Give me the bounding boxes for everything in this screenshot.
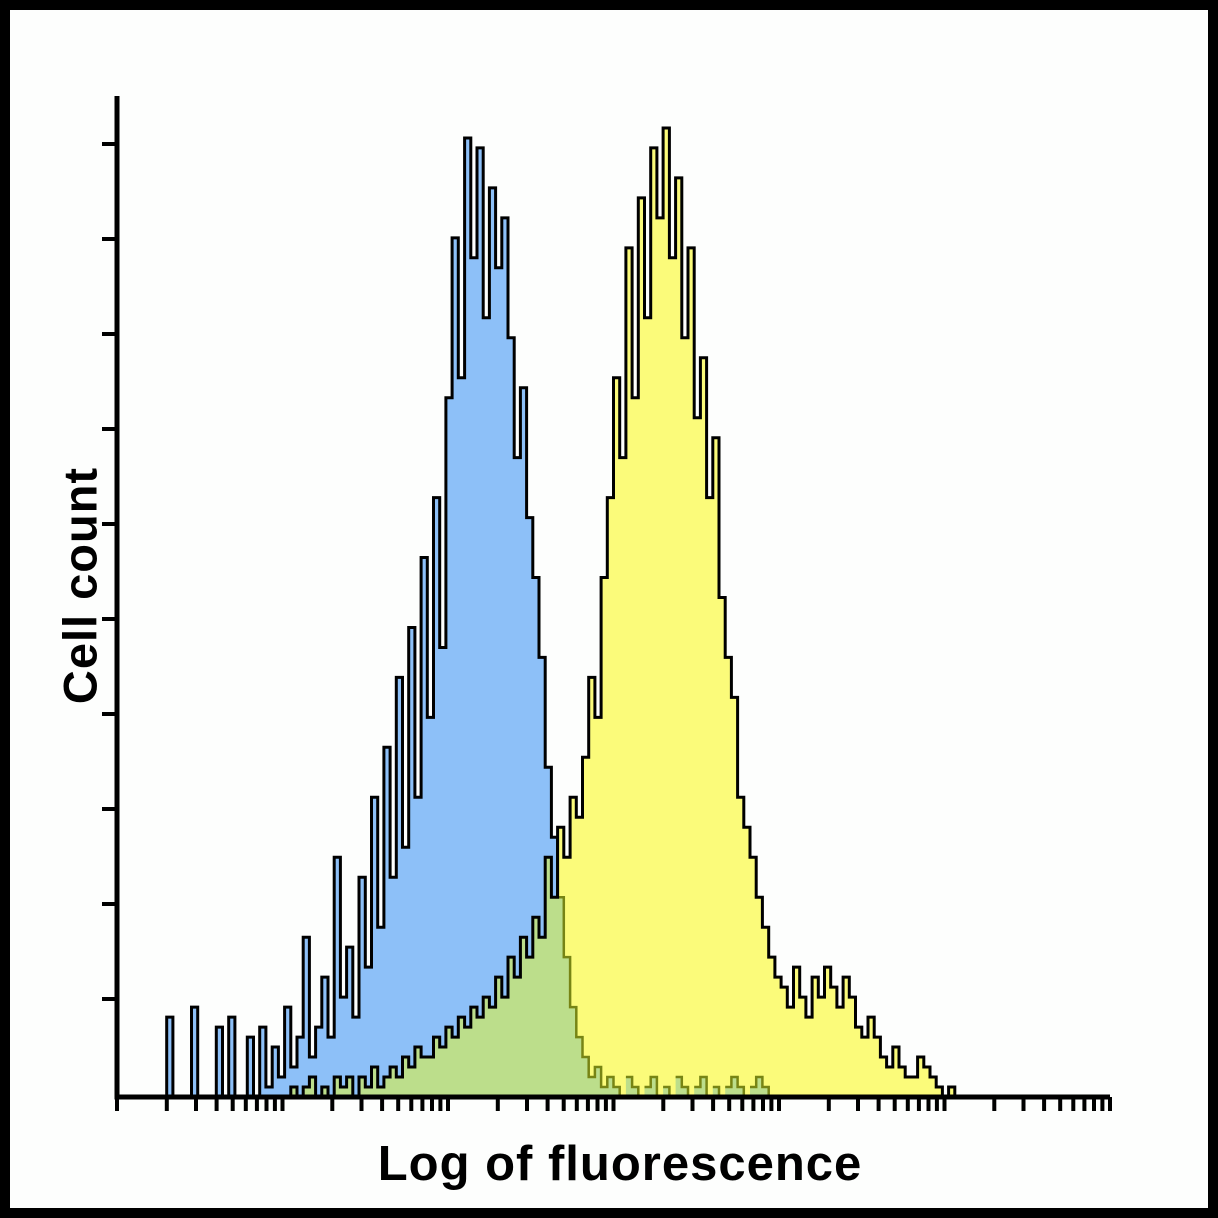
y-axis-label: Cell count — [53, 466, 107, 705]
x-axis-label: Log of fluorescence — [377, 1137, 863, 1191]
yellow-histogram-area — [117, 128, 1110, 1097]
yellow-histogram-outline — [117, 126, 1110, 1099]
overlap-outline — [557, 895, 770, 1097]
